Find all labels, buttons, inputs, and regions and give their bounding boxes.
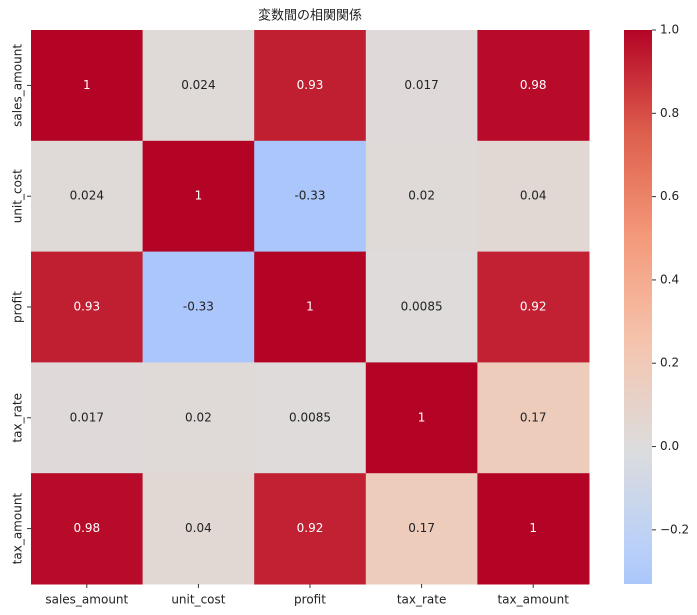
cell-label: 0.02: [185, 410, 212, 424]
cell-label: 0.02: [408, 189, 435, 203]
cell-label: 1: [306, 300, 314, 314]
heat-cell: [477, 473, 590, 585]
heat-cell: [142, 362, 255, 474]
cell-label: -0.33: [183, 300, 214, 314]
heat-cell: [254, 362, 367, 474]
colorbar-tick-label: 0.0: [660, 439, 679, 453]
cell-label: 0.0085: [289, 410, 331, 424]
heat-cell: [254, 140, 367, 253]
cell-label: 0.024: [181, 78, 215, 92]
cell-label: 1: [83, 78, 91, 92]
heat-cell: [477, 140, 590, 253]
cell-label: 0.93: [73, 300, 100, 314]
cell-label: -0.33: [294, 189, 325, 203]
colorbar-tick-label: 0.2: [660, 356, 679, 370]
heat-cell: [31, 362, 144, 474]
chart-title: 変数間の相関関係: [258, 8, 362, 24]
heat-cell: [31, 140, 144, 253]
cell-label: 0.98: [73, 521, 100, 535]
heat-cell: [365, 140, 478, 253]
y-tick-label: profit: [11, 291, 25, 323]
heat-cell: [142, 30, 255, 142]
heat-cell: [477, 251, 590, 363]
cell-label: 0.17: [520, 410, 547, 424]
colorbar-tick-label: −0.2: [660, 522, 689, 536]
cell-label: 0.04: [185, 521, 212, 535]
y-tick-label: tax_rate: [11, 393, 25, 443]
x-tick-label: tax_amount: [497, 593, 569, 607]
heat-cell: [365, 30, 478, 142]
heat-cell: [365, 362, 478, 474]
cell-label: 0.93: [297, 78, 324, 92]
heat-cell: [365, 473, 478, 585]
x-tick-label: sales_amount: [45, 593, 128, 607]
heat-cell: [365, 251, 478, 363]
heat-cell: [142, 251, 255, 363]
cell-label: 1: [529, 521, 537, 535]
y-tick-label: unit_cost: [11, 169, 25, 223]
heat-cell: [477, 30, 590, 142]
cell-label: 0.98: [520, 78, 547, 92]
heat-cell: [477, 362, 590, 474]
colorbar: [624, 30, 652, 584]
y-tick-label: tax_amount: [11, 493, 25, 565]
heat-cell: [254, 473, 367, 585]
cell-label: 1: [418, 410, 426, 424]
x-tick-label: profit: [294, 593, 326, 607]
x-tick-label: unit_cost: [171, 593, 225, 607]
colorbar-tick-label: 1.0: [660, 23, 679, 37]
heat-cell: [31, 251, 144, 363]
heat-cell: [142, 473, 255, 585]
heat-cell: [31, 30, 144, 142]
cell-label: 0.024: [70, 189, 104, 203]
heat-cell: [31, 473, 144, 585]
heat-cell: [142, 140, 255, 253]
y-tick-label: sales_amount: [11, 44, 25, 127]
cell-label: 0.17: [408, 521, 435, 535]
cell-label: 0.92: [520, 300, 547, 314]
cell-label: 0.92: [297, 521, 324, 535]
heat-cell: [254, 251, 367, 363]
cell-label: 1: [195, 189, 203, 203]
cell-label: 0.017: [404, 78, 438, 92]
cell-label: 0.04: [520, 189, 547, 203]
colorbar-tick-label: 0.4: [660, 272, 679, 286]
cell-label: 0.0085: [401, 300, 443, 314]
colorbar-tick-label: 0.6: [660, 189, 679, 203]
cell-label: 0.017: [70, 410, 104, 424]
colorbar-tick-label: 0.8: [660, 106, 679, 120]
heat-cell: [254, 30, 367, 142]
x-tick-label: tax_rate: [397, 593, 447, 607]
